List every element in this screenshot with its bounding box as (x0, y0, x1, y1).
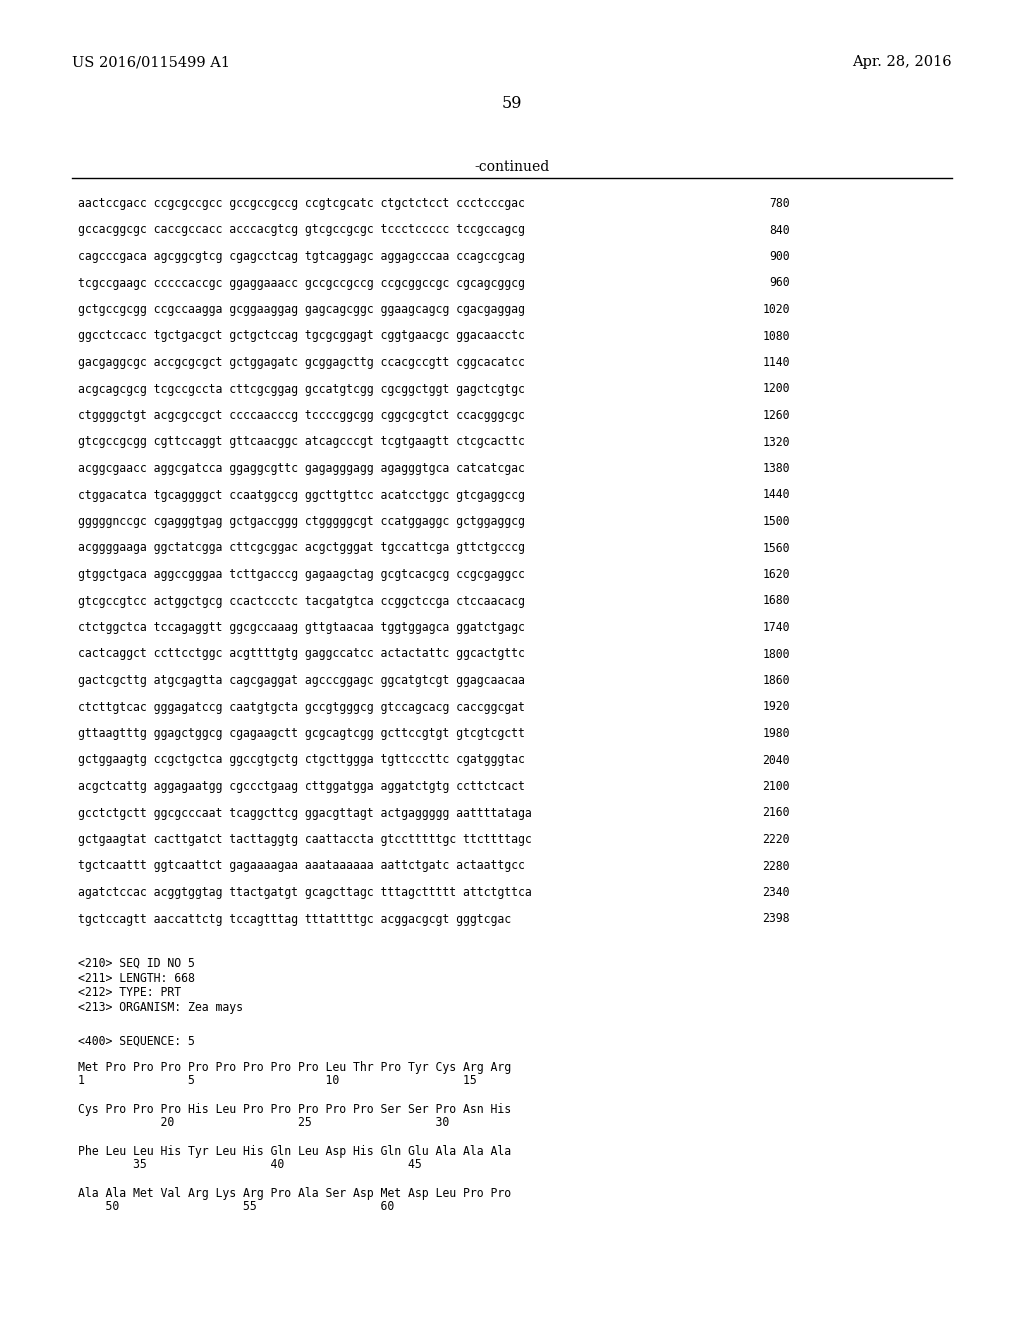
Text: tcgccgaagc cccccaccgc ggaggaaacc gccgccgccg ccgcggccgc cgcagcggcg: tcgccgaagc cccccaccgc ggaggaaacc gccgccg… (78, 276, 525, 289)
Text: 1680: 1680 (763, 594, 790, 607)
Text: 1140: 1140 (763, 356, 790, 370)
Text: 1020: 1020 (763, 304, 790, 315)
Text: Ala Ala Met Val Arg Lys Arg Pro Ala Ser Asp Met Asp Leu Pro Pro: Ala Ala Met Val Arg Lys Arg Pro Ala Ser … (78, 1187, 511, 1200)
Text: 20                  25                  30: 20 25 30 (78, 1117, 450, 1130)
Text: acgctcattg aggagaatgg cgccctgaag cttggatgga aggatctgtg ccttctcact: acgctcattg aggagaatgg cgccctgaag cttggat… (78, 780, 525, 793)
Text: gtcgccgcgg cgttccaggt gttcaacggc atcagcccgt tcgtgaagtt ctcgcacttc: gtcgccgcgg cgttccaggt gttcaacggc atcagcc… (78, 436, 525, 449)
Text: Met Pro Pro Pro Pro Pro Pro Pro Pro Leu Thr Pro Tyr Cys Arg Arg: Met Pro Pro Pro Pro Pro Pro Pro Pro Leu … (78, 1060, 511, 1073)
Text: 840: 840 (769, 223, 790, 236)
Text: 1860: 1860 (763, 675, 790, 686)
Text: 2220: 2220 (763, 833, 790, 846)
Text: ctggggctgt acgcgccgct ccccaacccg tccccggcgg cggcgcgtct ccacgggcgc: ctggggctgt acgcgccgct ccccaacccg tccccgg… (78, 409, 525, 422)
Text: 1               5                   10                  15: 1 5 10 15 (78, 1074, 477, 1088)
Text: ggcctccacc tgctgacgct gctgctccag tgcgcggagt cggtgaacgc ggacaacctc: ggcctccacc tgctgacgct gctgctccag tgcgcgg… (78, 330, 525, 342)
Text: gactcgcttg atgcgagtta cagcgaggat agcccggagc ggcatgtcgt ggagcaacaa: gactcgcttg atgcgagtta cagcgaggat agcccgg… (78, 675, 525, 686)
Text: gttaagtttg ggagctggcg cgagaagctt gcgcagtcgg gcttccgtgt gtcgtcgctt: gttaagtttg ggagctggcg cgagaagctt gcgcagt… (78, 727, 525, 741)
Text: 59: 59 (502, 95, 522, 112)
Text: <400> SEQUENCE: 5: <400> SEQUENCE: 5 (78, 1035, 195, 1048)
Text: <211> LENGTH: 668: <211> LENGTH: 668 (78, 972, 195, 985)
Text: 1260: 1260 (763, 409, 790, 422)
Text: US 2016/0115499 A1: US 2016/0115499 A1 (72, 55, 230, 69)
Text: cagcccgaca agcggcgtcg cgagcctcag tgtcaggagc aggagcccaa ccagccgcag: cagcccgaca agcggcgtcg cgagcctcag tgtcagg… (78, 249, 525, 263)
Text: 1500: 1500 (763, 515, 790, 528)
Text: 900: 900 (769, 249, 790, 263)
Text: 2040: 2040 (763, 754, 790, 767)
Text: gtcgccgtcc actggctgcg ccactccctc tacgatgtca ccggctccga ctccaacacg: gtcgccgtcc actggctgcg ccactccctc tacgatg… (78, 594, 525, 607)
Text: acggggaaga ggctatcgga cttcgcggac acgctgggat tgccattcga gttctgcccg: acggggaaga ggctatcgga cttcgcggac acgctgg… (78, 541, 525, 554)
Text: 2398: 2398 (763, 912, 790, 925)
Text: 2280: 2280 (763, 859, 790, 873)
Text: gccacggcgc caccgccacc acccacgtcg gtcgccgcgc tccctccccc tccgccagcg: gccacggcgc caccgccacc acccacgtcg gtcgccg… (78, 223, 525, 236)
Text: 960: 960 (769, 276, 790, 289)
Text: <212> TYPE: PRT: <212> TYPE: PRT (78, 986, 181, 999)
Text: gtggctgaca aggccgggaa tcttgacccg gagaagctag gcgtcacgcg ccgcgaggcc: gtggctgaca aggccgggaa tcttgacccg gagaagc… (78, 568, 525, 581)
Text: ctggacatca tgcaggggct ccaatggccg ggcttgttcc acatcctggc gtcgaggccg: ctggacatca tgcaggggct ccaatggccg ggcttgt… (78, 488, 525, 502)
Text: 780: 780 (769, 197, 790, 210)
Text: agatctccac acggtggtag ttactgatgt gcagcttagc tttagcttttt attctgttca: agatctccac acggtggtag ttactgatgt gcagctt… (78, 886, 531, 899)
Text: <213> ORGANISM: Zea mays: <213> ORGANISM: Zea mays (78, 1002, 243, 1015)
Text: gctgccgcgg ccgccaagga gcggaaggag gagcagcggc ggaagcagcg cgacgaggag: gctgccgcgg ccgccaagga gcggaaggag gagcagc… (78, 304, 525, 315)
Text: 1920: 1920 (763, 701, 790, 714)
Text: 1380: 1380 (763, 462, 790, 475)
Text: tgctccagtt aaccattctg tccagtttag tttattttgc acggacgcgt gggtcgac: tgctccagtt aaccattctg tccagtttag tttattt… (78, 912, 511, 925)
Text: 2160: 2160 (763, 807, 790, 820)
Text: 1080: 1080 (763, 330, 790, 342)
Text: 35                  40                  45: 35 40 45 (78, 1159, 422, 1172)
Text: 1320: 1320 (763, 436, 790, 449)
Text: 1620: 1620 (763, 568, 790, 581)
Text: aactccgacc ccgcgccgcc gccgccgccg ccgtcgcatc ctgctctcct ccctcccgac: aactccgacc ccgcgccgcc gccgccgccg ccgtcgc… (78, 197, 525, 210)
Text: 1980: 1980 (763, 727, 790, 741)
Text: 1800: 1800 (763, 648, 790, 660)
Text: 2100: 2100 (763, 780, 790, 793)
Text: ctctggctca tccagaggtt ggcgccaaag gttgtaacaa tggtggagca ggatctgagc: ctctggctca tccagaggtt ggcgccaaag gttgtaa… (78, 620, 525, 634)
Text: <210> SEQ ID NO 5: <210> SEQ ID NO 5 (78, 957, 195, 969)
Text: Phe Leu Leu His Tyr Leu His Gln Leu Asp His Gln Glu Ala Ala Ala: Phe Leu Leu His Tyr Leu His Gln Leu Asp … (78, 1144, 511, 1158)
Text: gctgaagtat cacttgatct tacttaggtg caattaccta gtcctttttgc ttcttttagc: gctgaagtat cacttgatct tacttaggtg caattac… (78, 833, 531, 846)
Text: Cys Pro Pro Pro His Leu Pro Pro Pro Pro Pro Ser Ser Pro Asn His: Cys Pro Pro Pro His Leu Pro Pro Pro Pro … (78, 1102, 511, 1115)
Text: Apr. 28, 2016: Apr. 28, 2016 (852, 55, 952, 69)
Text: 50                  55                  60: 50 55 60 (78, 1200, 394, 1213)
Text: acggcgaacc aggcgatcca ggaggcgttc gagagggagg agagggtgca catcatcgac: acggcgaacc aggcgatcca ggaggcgttc gagaggg… (78, 462, 525, 475)
Text: cactcaggct ccttcctggc acgttttgtg gaggccatcc actactattc ggcactgttc: cactcaggct ccttcctggc acgttttgtg gaggcca… (78, 648, 525, 660)
Text: ctcttgtcac gggagatccg caatgtgcta gccgtgggcg gtccagcacg caccggcgat: ctcttgtcac gggagatccg caatgtgcta gccgtgg… (78, 701, 525, 714)
Text: gacgaggcgc accgcgcgct gctggagatc gcggagcttg ccacgccgtt cggcacatcc: gacgaggcgc accgcgcgct gctggagatc gcggagc… (78, 356, 525, 370)
Text: 1740: 1740 (763, 620, 790, 634)
Text: 1200: 1200 (763, 383, 790, 396)
Text: tgctcaattt ggtcaattct gagaaaagaa aaataaaaaa aattctgatc actaattgcc: tgctcaattt ggtcaattct gagaaaagaa aaataaa… (78, 859, 525, 873)
Text: gctggaagtg ccgctgctca ggccgtgctg ctgcttggga tgttcccttc cgatgggtac: gctggaagtg ccgctgctca ggccgtgctg ctgcttg… (78, 754, 525, 767)
Text: 1560: 1560 (763, 541, 790, 554)
Text: gcctctgctt ggcgcccaat tcaggcttcg ggacgttagt actgaggggg aattttataga: gcctctgctt ggcgcccaat tcaggcttcg ggacgtt… (78, 807, 531, 820)
Text: 1440: 1440 (763, 488, 790, 502)
Text: gggggnccgc cgagggtgag gctgaccggg ctgggggcgt ccatggaggc gctggaggcg: gggggnccgc cgagggtgag gctgaccggg ctggggg… (78, 515, 525, 528)
Text: acgcagcgcg tcgccgccta cttcgcggag gccatgtcgg cgcggctggt gagctcgtgc: acgcagcgcg tcgccgccta cttcgcggag gccatgt… (78, 383, 525, 396)
Text: -continued: -continued (474, 160, 550, 174)
Text: 2340: 2340 (763, 886, 790, 899)
